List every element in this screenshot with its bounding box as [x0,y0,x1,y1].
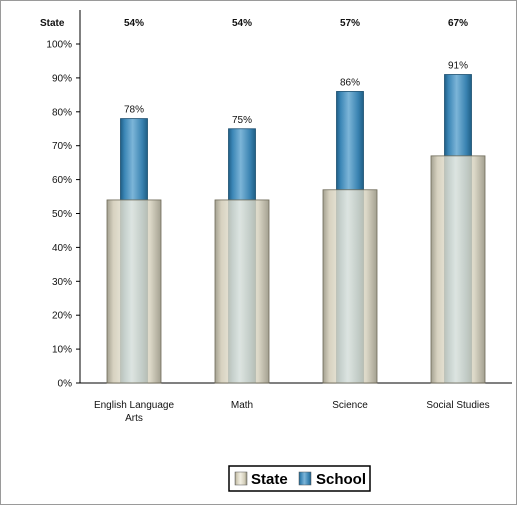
y-tick-label: 20% [52,311,72,322]
legend-swatch-school [298,471,312,486]
category-label-line: Arts [125,413,143,424]
bar-state [430,155,486,384]
legend-label-school: School [316,471,366,488]
school-data-label: 75% [232,115,252,126]
legend-swatch-state [234,471,248,486]
y-tick-label: 100% [46,40,72,51]
state-header-value: 57% [340,18,360,29]
school-data-label: 86% [340,77,360,88]
legend-label-state: State [251,471,288,488]
y-tick-label: 90% [52,73,72,84]
y-axis-ticks: 0% 10% 20% 30% 40% 50% 60% 70% 80% 90% 100% [46,40,80,390]
y-tick-label: 10% [52,345,72,356]
state-header-value: 54% [232,18,252,29]
y-tick-label: 30% [52,277,72,288]
state-header-value: 54% [124,18,144,29]
bars [106,74,486,384]
state-header-label: State [40,18,65,29]
category-label-line: English Language [94,400,175,411]
y-tick-label: 0% [58,379,73,390]
y-tick-label: 80% [52,107,72,118]
state-header-values: 54% 54% 57% 67% [124,18,468,29]
category-label-line: Social Studies [426,400,489,411]
category-label: Social Studies [426,400,489,411]
bar-state [106,199,162,384]
bar-state [214,199,270,384]
bar-state [322,189,378,384]
school-data-label: 91% [448,61,468,72]
category-label-line: Math [231,400,253,411]
category-label: Math [231,400,253,411]
category-label-line: Science [332,400,368,411]
data-labels: 78% 75% 86% 91% [124,61,468,126]
y-tick-label: 70% [52,141,72,152]
legend: State School [228,465,371,492]
category-label: Science [332,400,368,411]
y-tick-label: 60% [52,175,72,186]
state-header-value: 67% [448,18,468,29]
y-tick-label: 40% [52,243,72,254]
school-data-label: 78% [124,105,144,116]
category-labels: English Language Arts Math Science Social St… [94,400,490,424]
y-tick-label: 50% [52,209,72,220]
category-label: English Language Arts [94,400,175,424]
